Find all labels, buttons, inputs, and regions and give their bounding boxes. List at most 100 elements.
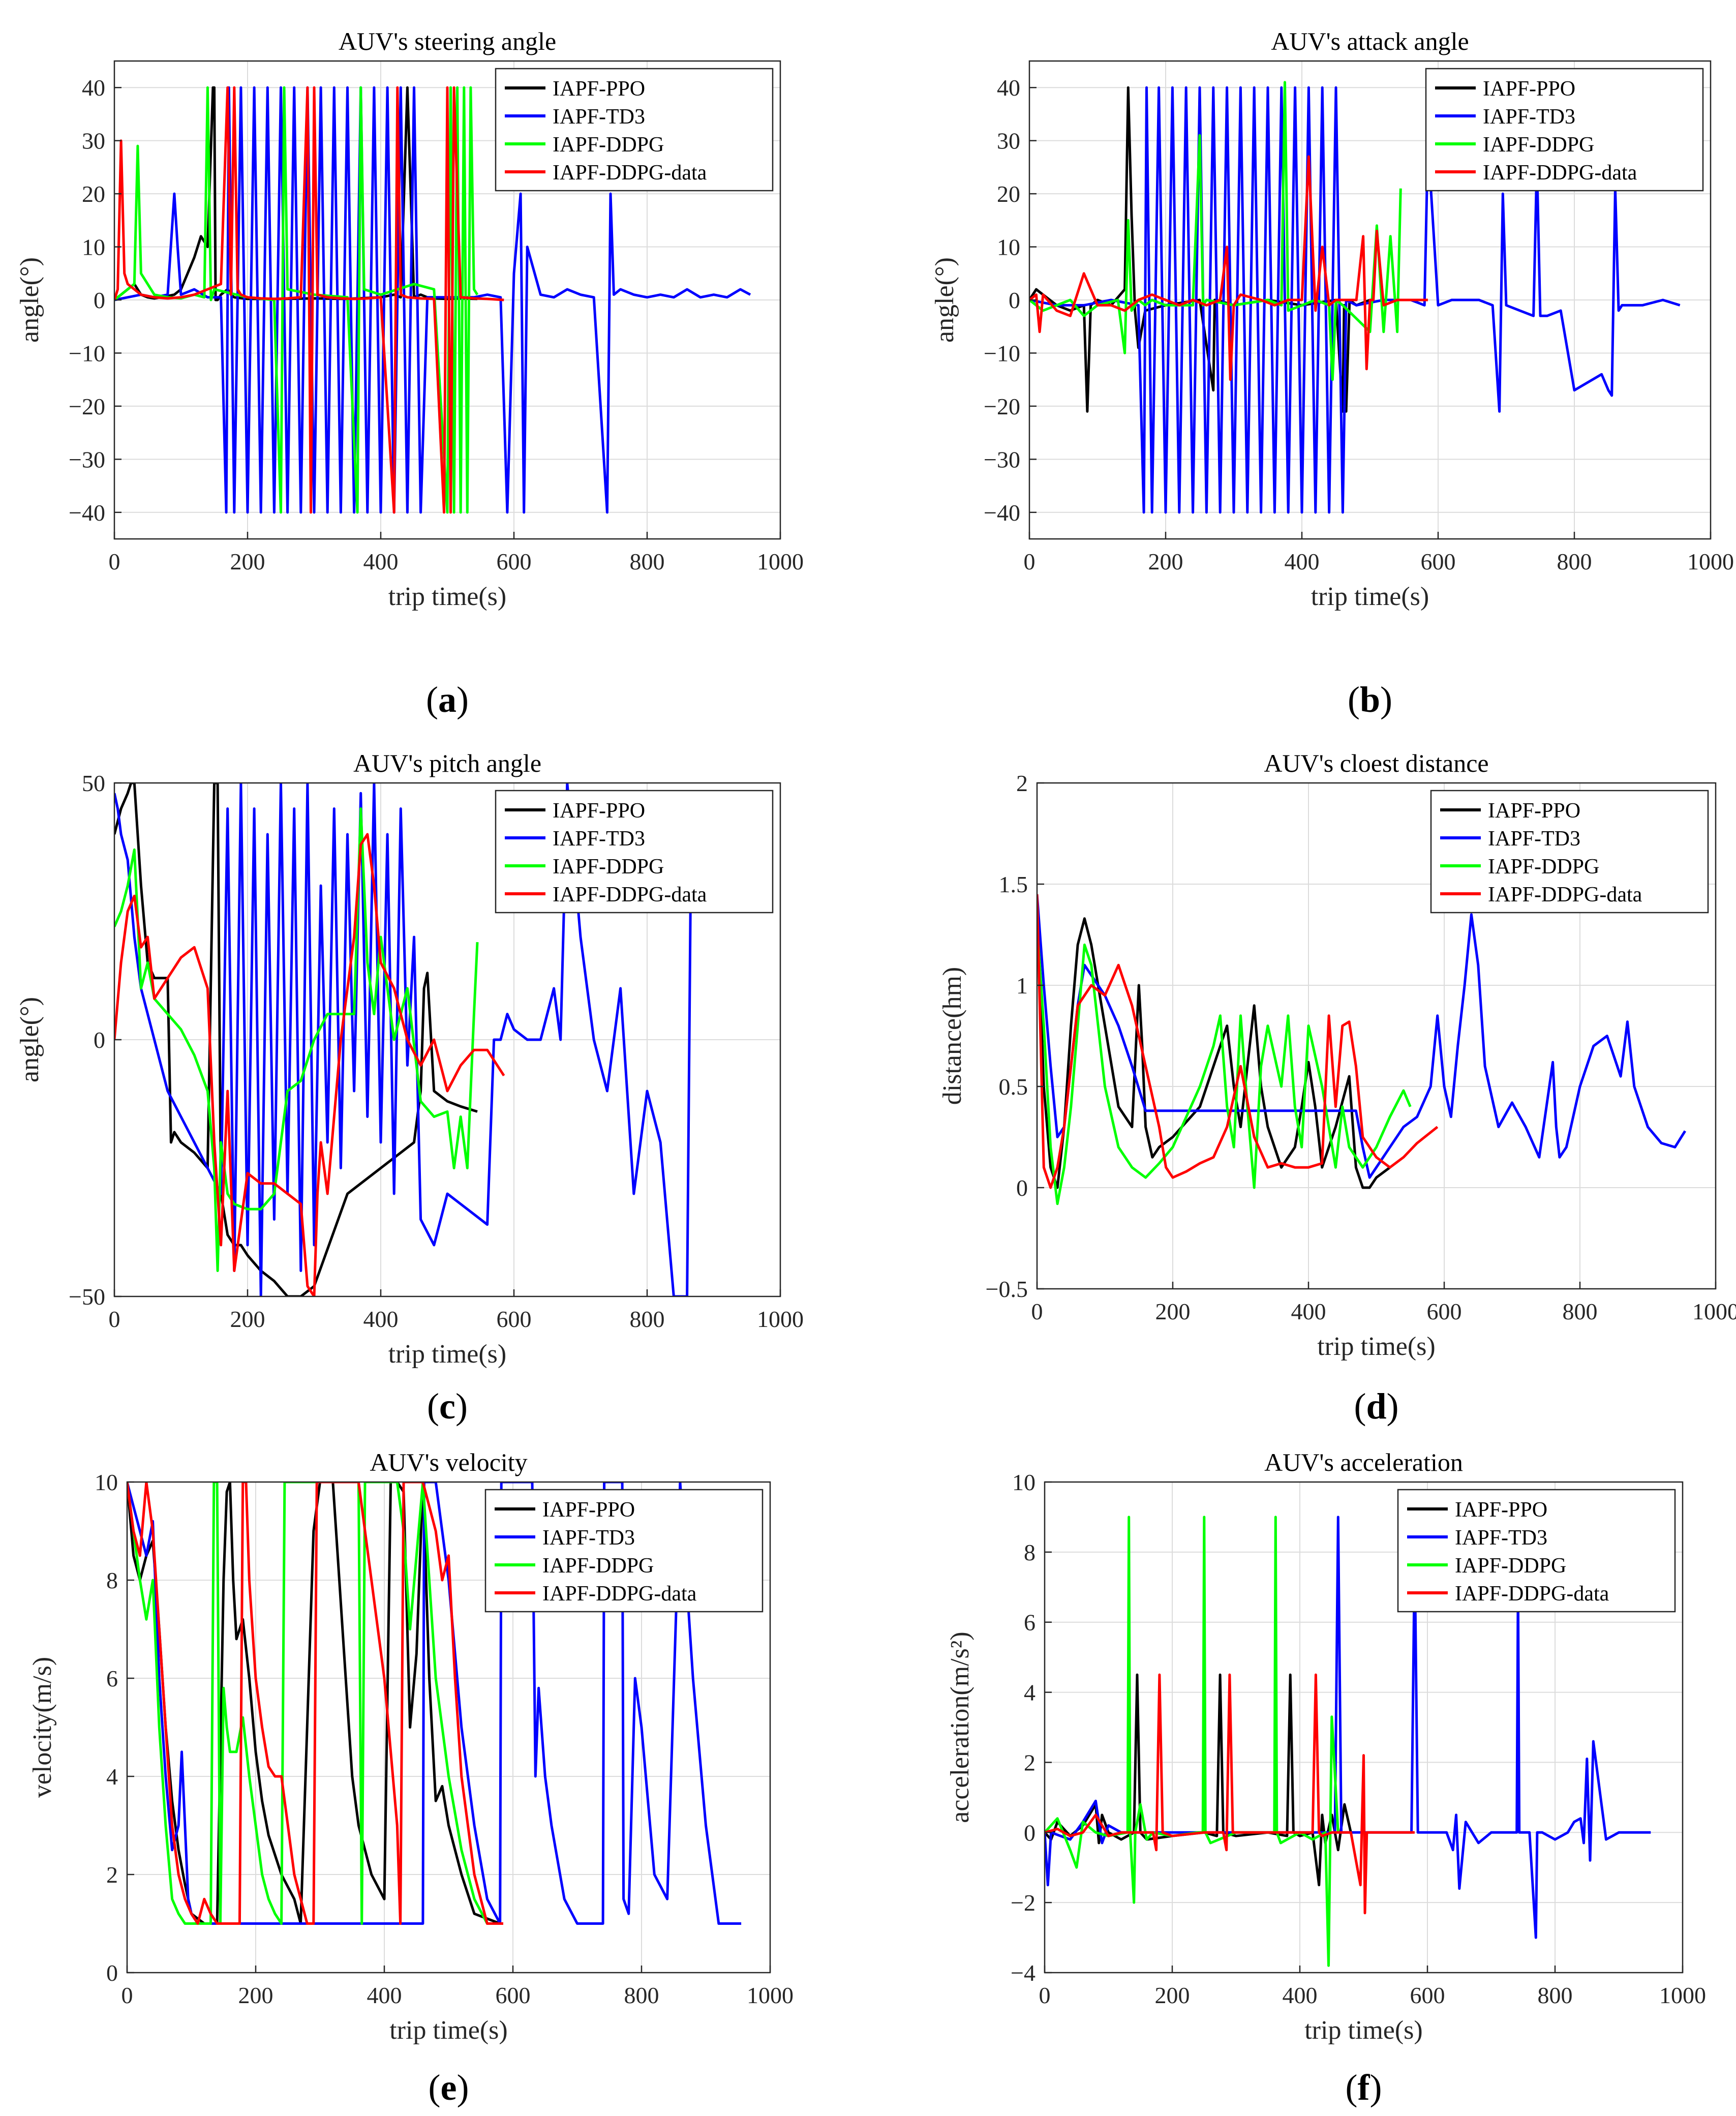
legend-label: IAPF-DDPG-data [553, 883, 707, 906]
y-tick-label: 30 [82, 128, 105, 154]
legend: IAPF-PPO IAPF-TD3 IAPF-DDPG IAPF-DDPG-data [1397, 1489, 1676, 1613]
series-line-iapf-ppo [1037, 904, 1391, 1189]
x-tick-label: 200 [1148, 549, 1183, 575]
y-tick-label: 30 [997, 128, 1020, 154]
x-tick-label: 600 [496, 1982, 531, 2008]
legend-label: IAPF-DDPG [1488, 855, 1599, 879]
y-tick-label: 0 [94, 287, 105, 313]
series-line-iapf-ddpg [1045, 1516, 1339, 1967]
y-tick-label: 50 [82, 770, 105, 796]
y-axis-label: distance(hm) [938, 967, 967, 1105]
x-axis-label: trip time(s) [1311, 582, 1429, 611]
legend: IAPF-PPO IAPF-TD3 IAPF-DDPG IAPF-DDPG-data [1430, 790, 1709, 914]
plot-frame [1044, 1481, 1684, 1974]
x-tick-label: 800 [624, 1982, 659, 2008]
legend-label: IAPF-PPO [542, 1498, 635, 1522]
x-tick-label: 0 [1039, 1982, 1051, 2008]
legend-label: IAPF-PPO [553, 77, 645, 101]
y-axis-label: velocity(m/s) [28, 1657, 57, 1798]
chart-title: AUV's velocity [370, 1448, 527, 1476]
x-tick-label: 1000 [1692, 1298, 1736, 1324]
panel-caption: (f) [1346, 2067, 1382, 2108]
y-axis-label: angle(°) [15, 257, 44, 343]
series-line-iapf-ddpg-data [1029, 155, 1428, 381]
chart-title: AUV's pitch angle [353, 749, 541, 777]
y-tick-label: 2 [1016, 770, 1028, 796]
legend-label: IAPF-DDPG [553, 133, 664, 157]
y-tick-label: 0 [106, 1960, 118, 1986]
y-tick-label: 10 [82, 234, 105, 260]
y-axis-label: angle(°) [15, 997, 44, 1082]
y-tick-label: −20 [984, 394, 1020, 419]
series-line-iapf-ddpg [127, 1482, 500, 1925]
x-tick-label: 0 [1031, 1298, 1043, 1324]
x-tick-label: 1000 [1687, 549, 1734, 575]
x-tick-label: 400 [1285, 549, 1320, 575]
y-tick-label: −10 [984, 340, 1020, 366]
y-tick-label: −0.5 [986, 1276, 1028, 1302]
y-tick-label: 4 [1024, 1680, 1035, 1706]
x-tick-label: 600 [1427, 1298, 1462, 1324]
legend-label: IAPF-TD3 [542, 1526, 635, 1550]
y-tick-label: 0 [1009, 287, 1020, 313]
legend-label: IAPF-PPO [1455, 1498, 1547, 1522]
chart-panel-f: 0 200 400 600 800 1000 10 8 6 4 2 0 −2 −4 AUV's accele… [946, 1448, 1706, 2108]
series-line-iapf-td3 [1029, 86, 1681, 514]
y-tick-label: 2 [1024, 1749, 1035, 1775]
y-tick-label: 0 [1016, 1175, 1028, 1201]
chart-title: AUV's steering angle [339, 27, 556, 55]
y-tick-label: 1.5 [999, 871, 1028, 897]
legend-label: IAPF-TD3 [1488, 827, 1580, 851]
legend: IAPF-PPO IAPF-TD3 IAPF-DDPG IAPF-DDPG-data [495, 68, 774, 192]
y-tick-label: 2 [106, 1862, 118, 1888]
x-tick-label: 200 [230, 549, 265, 575]
y-tick-label: 1 [1016, 973, 1028, 999]
x-tick-label: 0 [109, 1306, 120, 1332]
x-tick-label: 1000 [757, 1306, 804, 1332]
y-tick-label: 10 [95, 1469, 118, 1495]
series-line-iapf-td3 [114, 86, 751, 514]
y-tick-label: −50 [69, 1284, 105, 1310]
legend-label: IAPF-PPO [1488, 799, 1580, 823]
panel-caption: (c) [427, 1386, 468, 1427]
x-axis-label: trip time(s) [1317, 1332, 1436, 1361]
series-line-iapf-ddpg [114, 807, 479, 1272]
legend-label: IAPF-DDPG-data [1488, 883, 1642, 906]
y-tick-label: −40 [69, 500, 105, 526]
y-tick-label: −30 [69, 446, 105, 472]
plot-frame [1036, 782, 1717, 1290]
y-tick-label: −40 [984, 500, 1020, 526]
series-line-iapf-ddpg-data [1037, 894, 1439, 1189]
legend: IAPF-PPO IAPF-TD3 IAPF-DDPG IAPF-DDPG-data [484, 1489, 764, 1613]
series-line-iapf-ppo [1045, 1673, 1352, 1887]
y-tick-label: −20 [69, 394, 105, 419]
legend-label: IAPF-DDPG [553, 855, 664, 879]
chart-title: AUV's acceleration [1264, 1448, 1463, 1476]
series-line-iapf-ddpg-data [114, 833, 505, 1296]
legend-label: IAPF-TD3 [553, 105, 645, 129]
legend-label: IAPF-DDPG [542, 1554, 654, 1578]
legend-label: IAPF-DDPG [1455, 1554, 1566, 1578]
x-tick-label: 600 [497, 1306, 532, 1332]
x-tick-label: 800 [1557, 549, 1592, 575]
x-axis-label: trip time(s) [388, 582, 507, 611]
x-tick-label: 200 [238, 1982, 273, 2008]
legend-label: IAPF-TD3 [1455, 1526, 1547, 1550]
x-tick-label: 800 [1538, 1982, 1573, 2008]
series-line-iapf-td3 [1045, 1516, 1651, 1939]
legend-label: IAPF-PPO [1483, 77, 1575, 101]
x-axis-label: trip time(s) [1304, 2016, 1423, 2045]
panel-caption: (a) [426, 679, 469, 720]
legend-label: IAPF-DDPG-data [553, 161, 707, 185]
legend: IAPF-PPO IAPF-TD3 IAPF-DDPG IAPF-DDPG-data [1425, 68, 1704, 192]
panel-caption: (e) [429, 2067, 469, 2108]
y-tick-label: −2 [1011, 1890, 1035, 1916]
y-tick-label: 4 [106, 1764, 118, 1790]
x-axis-label: trip time(s) [389, 2016, 508, 2045]
x-tick-label: 0 [1024, 549, 1035, 575]
legend-label: IAPF-DDPG [1483, 133, 1594, 157]
y-tick-label: −30 [984, 446, 1020, 472]
legend-label: IAPF-DDPG-data [1455, 1582, 1609, 1606]
